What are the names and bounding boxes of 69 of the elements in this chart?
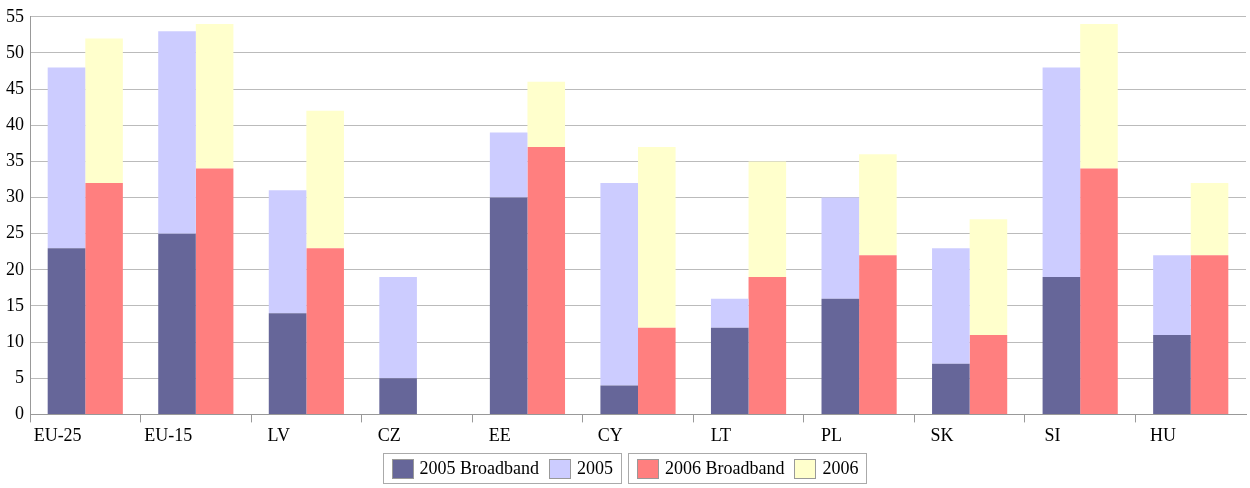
bar bbox=[1080, 168, 1118, 414]
x-tick-label: CZ bbox=[377, 424, 401, 445]
x-tick-label: CY bbox=[597, 424, 623, 445]
legend-label: 2005 Broadband bbox=[419, 458, 539, 479]
x-tick-label: HU bbox=[1150, 424, 1177, 445]
bar bbox=[1080, 24, 1118, 169]
bar bbox=[489, 132, 528, 198]
bar bbox=[47, 67, 86, 249]
bar bbox=[600, 183, 638, 386]
x-tick-label: EE bbox=[488, 424, 511, 445]
y-tick-label: 15 bbox=[6, 294, 24, 315]
x-tick-label: EU-15 bbox=[144, 424, 193, 445]
bar bbox=[821, 298, 860, 414]
bar bbox=[859, 255, 897, 414]
bar bbox=[268, 313, 307, 414]
x-tick-label: EU-25 bbox=[33, 424, 82, 445]
bar bbox=[821, 197, 860, 299]
bar bbox=[969, 219, 1008, 335]
bar bbox=[379, 277, 417, 379]
y-tick-label: 25 bbox=[6, 222, 24, 243]
y-tick-label: 40 bbox=[6, 113, 24, 134]
bar bbox=[1190, 255, 1229, 414]
y-tick-label: 35 bbox=[6, 150, 24, 171]
y-tick-label: 5 bbox=[15, 366, 24, 387]
bar bbox=[195, 24, 234, 169]
y-tick-label: 45 bbox=[6, 77, 24, 98]
bar bbox=[1042, 277, 1081, 414]
bar bbox=[47, 248, 86, 414]
bar bbox=[932, 248, 970, 364]
bar bbox=[1190, 183, 1229, 256]
bar bbox=[710, 327, 749, 414]
bar bbox=[969, 334, 1008, 414]
legend-label: 2005 bbox=[577, 458, 613, 479]
bar bbox=[379, 378, 417, 414]
bar bbox=[489, 197, 528, 414]
bar bbox=[306, 110, 344, 249]
bar bbox=[600, 385, 638, 414]
bar bbox=[158, 31, 196, 234]
bar bbox=[748, 161, 787, 278]
bar bbox=[1042, 67, 1081, 278]
bar bbox=[158, 233, 196, 414]
legend-label: 2006 Broadband bbox=[665, 458, 785, 479]
bar bbox=[638, 146, 676, 328]
x-tick-label: LV bbox=[267, 424, 290, 445]
bar bbox=[1153, 255, 1191, 335]
bar bbox=[859, 154, 897, 256]
legend-label: 2006 bbox=[822, 458, 859, 479]
bar bbox=[748, 277, 787, 414]
y-tick-label: 50 bbox=[6, 41, 24, 62]
y-tick-label: 30 bbox=[6, 186, 24, 207]
y-tick-label: 10 bbox=[6, 330, 24, 351]
bar bbox=[527, 81, 566, 147]
bar bbox=[195, 168, 234, 414]
bar bbox=[710, 298, 749, 328]
x-tick-label: SI bbox=[1044, 424, 1061, 445]
x-tick-label: SK bbox=[930, 424, 954, 445]
bar bbox=[85, 183, 123, 414]
x-tick-label: PL bbox=[820, 424, 842, 445]
bar bbox=[527, 146, 566, 414]
bar bbox=[638, 327, 676, 414]
bar bbox=[1153, 334, 1191, 414]
bar bbox=[932, 363, 970, 414]
x-tick-label: LT bbox=[710, 424, 732, 445]
y-tick-label: 55 bbox=[6, 5, 24, 26]
y-tick-label: 20 bbox=[6, 258, 24, 279]
bar bbox=[85, 38, 123, 184]
bar bbox=[268, 190, 307, 314]
bar bbox=[306, 248, 344, 414]
y-tick-label: 0 bbox=[15, 403, 24, 424]
